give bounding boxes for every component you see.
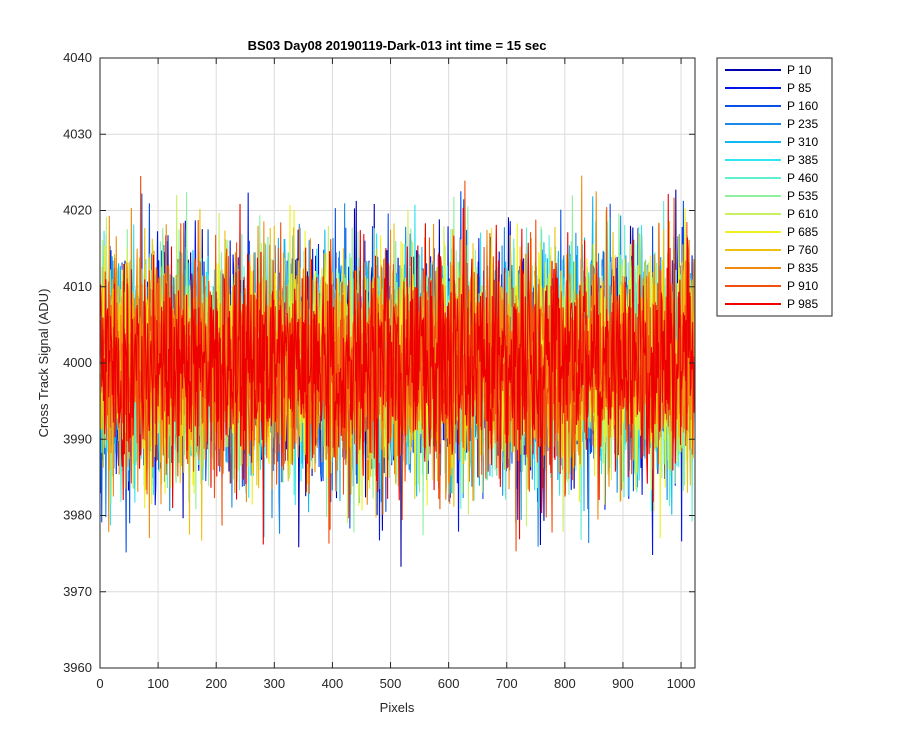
legend-box xyxy=(716,57,833,317)
x-tick-label: 800 xyxy=(554,676,576,691)
legend-label: P 385 xyxy=(787,153,818,167)
y-tick-label: 3970 xyxy=(63,584,92,599)
legend-label: P 535 xyxy=(787,189,818,203)
y-tick-label: 4000 xyxy=(63,355,92,370)
y-tick-label: 3980 xyxy=(63,508,92,523)
x-axis-label: Pixels xyxy=(380,700,415,715)
series-lines xyxy=(99,175,695,567)
y-tick-label: 4040 xyxy=(63,50,92,65)
x-tick-label: 300 xyxy=(263,676,285,691)
legend-label: P 235 xyxy=(787,117,818,131)
legend-label: P 10 xyxy=(787,63,812,77)
legend-label: P 85 xyxy=(787,81,812,95)
legend-label: P 460 xyxy=(787,171,818,185)
x-tick-label: 400 xyxy=(322,676,344,691)
y-axis-label: Cross Track Signal (ADU) xyxy=(36,289,51,438)
y-tick-label: 4010 xyxy=(63,279,92,294)
x-tick-label: 200 xyxy=(205,676,227,691)
y-tick-label: 3960 xyxy=(63,660,92,675)
legend-label: P 685 xyxy=(787,225,818,239)
legend-label: P 985 xyxy=(787,297,818,311)
y-tick-label: 4030 xyxy=(63,126,92,141)
axis-ticks: 0 100 200 300 400 500 600 700 800 900 1000 3960 3970… xyxy=(63,50,695,691)
legend-label: P 910 xyxy=(787,279,818,293)
chart-title: BS03 Day08 20190119-Dark-013 int time = … xyxy=(248,38,547,53)
x-tick-label: 0 xyxy=(96,676,103,691)
legend-label: P 835 xyxy=(787,261,818,275)
legend-label: P 310 xyxy=(787,135,818,149)
legend-label: P 610 xyxy=(787,207,818,221)
x-tick-label: 900 xyxy=(612,676,634,691)
x-tick-label: 600 xyxy=(438,676,460,691)
y-tick-label: 3990 xyxy=(63,431,92,446)
legend: P 10 P 85 P 160 P 235 P 310 P 385 P 460 P 535 P … xyxy=(716,57,833,317)
y-tick-label: 4020 xyxy=(63,203,92,218)
x-tick-label: 500 xyxy=(380,676,402,691)
legend-label: P 760 xyxy=(787,243,818,257)
x-tick-label: 700 xyxy=(496,676,518,691)
legend-label: P 160 xyxy=(787,99,818,113)
x-tick-label: 1000 xyxy=(667,676,696,691)
series-line-p-985 xyxy=(99,193,695,545)
x-tick-label: 100 xyxy=(147,676,169,691)
